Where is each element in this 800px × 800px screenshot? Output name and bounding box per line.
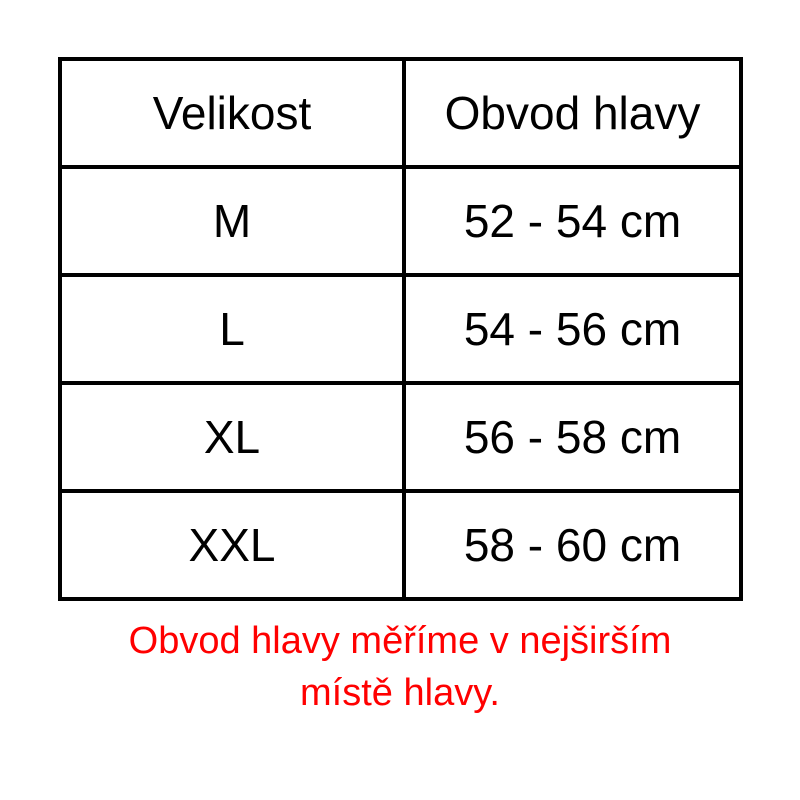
note-line-2: místě hlavy. [300,672,500,714]
circumference-cell: 58 - 60 cm [402,489,743,601]
size-cell: XXL [58,489,406,601]
size-cell: M [58,165,406,277]
table-header-row: Velikost Obvod hlavy [58,57,743,169]
circumference-cell: 52 - 54 cm [402,165,743,277]
table-row: M 52 - 54 cm [58,165,743,277]
circumference-cell: 54 - 56 cm [402,273,743,385]
size-cell: XL [58,381,406,493]
table-row: XXL 58 - 60 cm [58,489,743,601]
table-row: L 54 - 56 cm [58,273,743,385]
header-size: Velikost [58,57,406,169]
table-row: XL 56 - 58 cm [58,381,743,493]
circumference-cell: 56 - 58 cm [402,381,743,493]
measurement-note: Obvod hlavy měříme v nejširším místě hla… [0,615,800,719]
header-head-circumference: Obvod hlavy [402,57,743,169]
size-cell: L [58,273,406,385]
note-line-1: Obvod hlavy měříme v nejširším [128,620,672,662]
size-table: Velikost Obvod hlavy M 52 - 54 cm L 54 -… [58,57,743,601]
